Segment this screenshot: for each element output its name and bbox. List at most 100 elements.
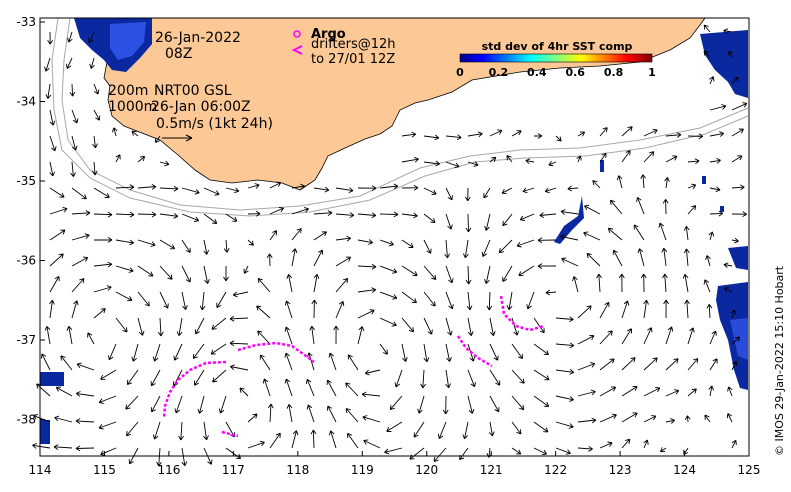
current-arrow [555, 342, 575, 349]
current-arrow [223, 239, 230, 253]
current-arrow [98, 421, 117, 430]
current-arrow [115, 211, 135, 218]
current-arrow [643, 357, 658, 371]
current-arrow [533, 369, 550, 381]
current-arrow [662, 199, 669, 215]
current-arrow [152, 343, 161, 362]
current-arrow [511, 395, 525, 411]
current-arrow [684, 415, 691, 423]
current-arrow [511, 421, 522, 435]
current-arrow [211, 317, 227, 330]
current-arrow [154, 135, 161, 143]
current-arrow [445, 317, 453, 336]
current-arrow [75, 391, 95, 397]
current-arrow [137, 291, 150, 307]
sst-patch-top-right [700, 30, 748, 98]
product-label: NRT00 GSL [154, 83, 232, 99]
current-arrow [152, 421, 161, 440]
current-arrow [247, 210, 261, 217]
current-arrow [596, 273, 602, 293]
current-arrow [467, 395, 475, 414]
current-arrow [71, 187, 87, 200]
current-arrow [533, 133, 543, 139]
current-arrow [401, 343, 408, 362]
current-arrow [511, 369, 525, 384]
current-arrow [291, 228, 302, 241]
lat-tick-label: -36 [16, 254, 36, 268]
drifter-track-1 [237, 341, 315, 363]
current-arrow [347, 354, 359, 371]
current-arrow [577, 445, 593, 452]
current-arrow [203, 187, 220, 196]
current-arrow [49, 109, 56, 126]
current-arrow [267, 403, 274, 423]
current-arrow [386, 421, 403, 432]
lat-tick-label: -37 [16, 333, 36, 347]
current-arrow [659, 447, 667, 453]
lon-tick-label: 116 [157, 463, 180, 477]
current-arrow [599, 386, 617, 397]
current-arrow [379, 291, 398, 300]
current-arrow [548, 160, 557, 167]
current-arrow [433, 447, 447, 462]
current-arrow [544, 187, 557, 194]
current-arrow [137, 183, 157, 190]
current-arrow [643, 128, 658, 137]
current-arrow [126, 421, 139, 437]
current-arrow [291, 430, 299, 449]
current-arrow [159, 185, 179, 192]
current-arrow [203, 421, 209, 441]
velocity-scale-label: 0.5m/s (1kt 24h) [156, 116, 273, 132]
current-arrow [49, 253, 64, 267]
current-arrow [687, 133, 704, 140]
current-arrow [687, 358, 699, 371]
current-arrow [609, 199, 623, 215]
current-arrow [643, 327, 653, 345]
current-arrow [577, 362, 596, 371]
current-arrow [445, 343, 452, 362]
current-arrow [708, 385, 715, 397]
current-arrow [584, 204, 601, 215]
current-arrow [731, 211, 747, 217]
current-arrow [313, 249, 324, 267]
current-arrow [357, 212, 377, 219]
current-arrow [533, 395, 550, 407]
current-arrow [401, 265, 418, 277]
current-arrow [467, 369, 476, 388]
current-arrow [335, 277, 349, 293]
current-arrow [181, 213, 200, 222]
current-arrow [420, 369, 426, 389]
lon-tick-label: 120 [415, 463, 438, 477]
current-arrow [727, 386, 733, 397]
lat-tick-label: -33 [16, 15, 36, 29]
lon-tick-label: 117 [222, 463, 245, 477]
current-arrow [484, 265, 491, 284]
current-arrow [75, 445, 95, 452]
current-arrow [181, 265, 191, 283]
current-arrow [291, 248, 298, 267]
current-arrow [333, 325, 339, 345]
current-arrow [309, 325, 316, 345]
current-arrow [212, 369, 227, 383]
current-arrow [306, 404, 315, 423]
current-arrow [665, 132, 682, 138]
current-arrow [125, 395, 139, 410]
drifter-legend-icon [291, 45, 303, 55]
current-arrow [269, 181, 282, 189]
current-arrow [150, 369, 161, 387]
current-arrow [465, 213, 472, 233]
current-arrow [159, 265, 173, 280]
current-arrow [401, 212, 418, 219]
colorbar-tick-label: 0.6 [565, 66, 585, 79]
sst-patch-east-3 [716, 282, 748, 390]
current-arrow [55, 386, 73, 397]
current-arrow [32, 442, 51, 449]
current-arrow [445, 265, 454, 284]
current-arrow [197, 395, 205, 414]
current-arrow [731, 360, 738, 371]
current-arrow [345, 382, 359, 397]
current-arrow [723, 262, 733, 269]
current-arrow [489, 369, 501, 386]
current-arrow [409, 447, 425, 460]
